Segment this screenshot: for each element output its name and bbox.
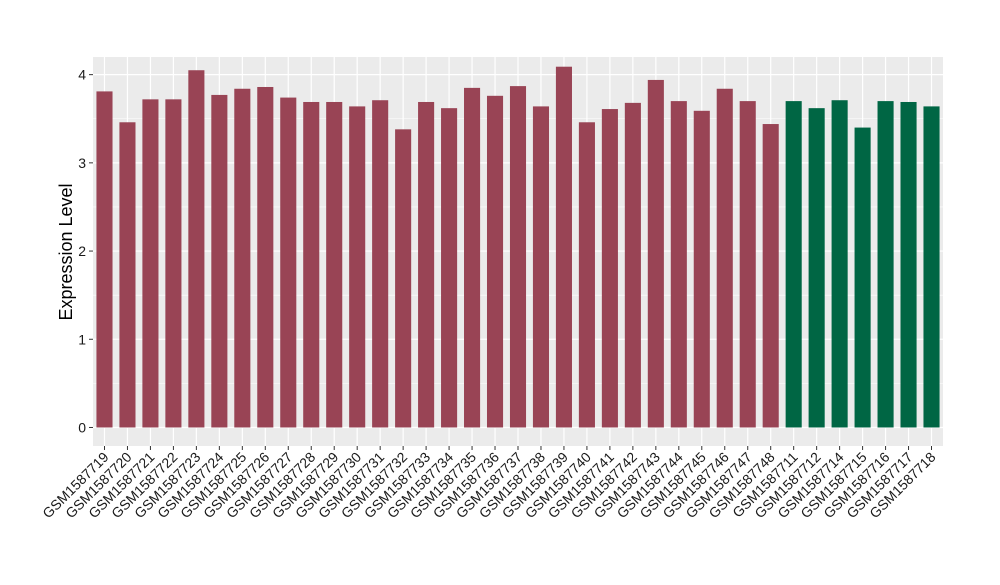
bar-GSM1587725 (234, 88, 251, 428)
bar-GSM1587730 (349, 106, 366, 428)
y-tick-label: 2 (78, 243, 86, 259)
bar-GSM1587744 (670, 101, 687, 428)
bar-GSM1587742 (624, 102, 641, 428)
bar-GSM1587733 (418, 101, 435, 428)
y-tick-label: 4 (78, 67, 86, 83)
y-axis-label: Expression Level (56, 183, 76, 320)
bar-GSM1587718 (923, 106, 940, 428)
bar-GSM1587716 (877, 101, 894, 428)
bar-GSM1587727 (280, 97, 297, 428)
bar-GSM1587738 (532, 106, 550, 428)
bar-GSM1587729 (326, 101, 343, 428)
bar-GSM1587723 (188, 70, 205, 428)
bar-GSM1587743 (647, 79, 664, 428)
y-axis: 0 1 2 3 4 (78, 67, 93, 435)
bar-GSM1587736 (486, 95, 504, 428)
bar-GSM1587714 (831, 100, 848, 428)
y-tick-label: 1 (78, 331, 86, 347)
bar-GSM1587717 (900, 101, 917, 428)
bar-GSM1587731 (372, 100, 389, 428)
bar-GSM1587748 (762, 124, 779, 428)
bar-GSM1587734 (441, 108, 458, 428)
bar-GSM1587728 (303, 101, 320, 428)
bar-GSM1587712 (808, 108, 825, 428)
bar-GSM1587735 (464, 87, 481, 428)
y-tick-label: 0 (78, 419, 86, 435)
bar-GSM1587722 (165, 99, 182, 428)
bar-GSM1587726 (257, 86, 274, 428)
bar-GSM1587720 (119, 122, 136, 428)
bar-GSM1587737 (509, 86, 527, 428)
y-tick-label: 3 (78, 155, 86, 171)
bar-GSM1587719 (96, 91, 113, 428)
bar-GSM1587745 (693, 110, 710, 428)
bar-GSM1587724 (211, 94, 228, 428)
bar-GSM1587721 (142, 99, 159, 428)
bar-GSM1587732 (395, 129, 412, 428)
bar-GSM1587715 (854, 127, 871, 428)
x-axis: GSM1587719GSM1587720GSM1587721GSM1587722… (39, 446, 939, 521)
bars (96, 66, 940, 428)
bar-GSM1587739 (555, 66, 572, 428)
bar-GSM1587741 (601, 109, 618, 428)
bar-GSM1587746 (716, 88, 733, 428)
bar-GSM1587711 (785, 101, 802, 428)
bar-GSM1587740 (578, 122, 595, 428)
bar-GSM1587747 (739, 101, 756, 428)
